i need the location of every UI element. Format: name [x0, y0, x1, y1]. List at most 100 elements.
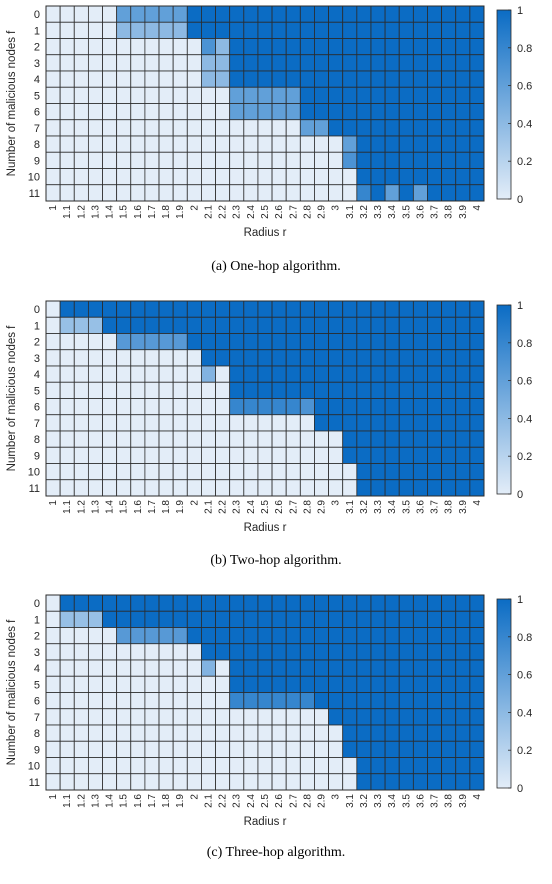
heatmap-cell	[412, 692, 428, 710]
heatmap-cell	[370, 659, 386, 677]
heatmap-cell	[45, 151, 61, 169]
heatmap-cell	[215, 446, 231, 464]
heatmap-cell	[398, 610, 414, 628]
heatmap-cell	[356, 70, 372, 88]
heatmap-cell	[116, 773, 132, 791]
x-tick-label: 2.2	[218, 205, 229, 219]
heatmap-cell	[45, 594, 61, 612]
heatmap-cell	[87, 675, 103, 693]
heatmap-cell	[328, 5, 344, 23]
heatmap-cell	[342, 692, 358, 710]
heatmap-cell	[455, 594, 471, 612]
x-tick-label: 4	[472, 500, 483, 506]
heatmap-cell	[243, 54, 259, 72]
heatmap-cell	[370, 86, 386, 104]
heatmap-cell	[229, 414, 245, 432]
heatmap-cell	[328, 594, 344, 612]
heatmap-cell	[271, 381, 287, 399]
heatmap-cell	[455, 381, 471, 399]
heatmap-cell	[172, 333, 188, 351]
heatmap-cell	[412, 54, 428, 72]
x-tick-label: 3.9	[458, 500, 469, 514]
heatmap-cell	[370, 446, 386, 464]
heatmap-cell	[229, 659, 245, 677]
heatmap-cell	[87, 365, 103, 383]
heatmap-cell	[73, 184, 89, 202]
colorbar-tick-label: 0.6	[517, 376, 532, 388]
heatmap-cell	[257, 398, 273, 416]
x-tick-label: 2.9	[317, 794, 328, 808]
heatmap-cell	[370, 757, 386, 775]
heatmap-cell	[116, 659, 132, 677]
colorbar-tick-label: 0	[517, 194, 523, 206]
heatmap-cell	[427, 300, 443, 318]
y-tick-label: 0	[34, 598, 40, 610]
heatmap-cell	[299, 430, 315, 448]
x-tick-label: 1.9	[175, 794, 186, 808]
heatmap-cell	[73, 692, 89, 710]
heatmap-cell	[342, 316, 358, 334]
heatmap-cell	[299, 21, 315, 39]
heatmap-cell	[144, 103, 160, 121]
heatmap-cell	[102, 479, 118, 497]
heatmap-cell	[342, 135, 358, 153]
heatmap-cell	[201, 610, 216, 628]
heatmap-cell	[87, 708, 103, 726]
heatmap-cell	[455, 300, 471, 318]
x-tick-label: 3.2	[359, 500, 370, 514]
heatmap-cell	[328, 414, 344, 432]
heatmap-cell	[73, 446, 89, 464]
heatmap-cell	[73, 757, 89, 775]
x-tick-label: 2.4	[246, 794, 257, 808]
heatmap-cell	[257, 724, 273, 742]
heatmap-cell	[186, 773, 202, 791]
heatmap-cell	[158, 773, 174, 791]
heatmap-cell	[243, 414, 259, 432]
heatmap-cell	[384, 479, 400, 497]
heatmap-cell	[158, 446, 174, 464]
x-tick-label: 1.1	[62, 794, 73, 808]
heatmap-cell	[356, 479, 372, 497]
heatmap-cell	[384, 708, 400, 726]
heatmap-cell	[215, 38, 231, 56]
x-tick-label: 2.6	[274, 794, 285, 808]
heatmap-cell	[172, 135, 188, 153]
heatmap-cell	[172, 757, 188, 775]
heatmap-cell	[87, 5, 103, 23]
heatmap-cell	[257, 300, 273, 318]
heatmap-cell	[427, 659, 443, 677]
heatmap-cell	[215, 414, 231, 432]
colorbar-tick-label: 0.6	[517, 670, 532, 682]
x-tick-label: 2.5	[260, 205, 271, 219]
colorbar-tick-label: 1	[517, 594, 523, 606]
heatmap-cell	[144, 184, 160, 202]
heatmap-cell	[229, 594, 245, 612]
heatmap-cell	[398, 414, 414, 432]
heatmap-cell	[186, 724, 202, 742]
heatmap-cell	[342, 365, 358, 383]
heatmap-cell	[102, 724, 118, 742]
heatmap-cell	[328, 773, 344, 791]
x-tick-label: 1.8	[161, 794, 172, 808]
heatmap-cell	[229, 5, 245, 23]
heatmap-cell	[102, 757, 118, 775]
heatmap-cell	[73, 316, 89, 334]
heatmap-cell	[342, 643, 358, 661]
heatmap-cell	[441, 463, 457, 481]
heatmap-cell	[158, 316, 174, 334]
heatmap-cell	[102, 446, 118, 464]
heatmap-cell	[215, 463, 231, 481]
heatmap-cell	[370, 21, 386, 39]
panel-caption: (a) One-hop algorithm.	[211, 259, 340, 274]
heatmap-cell	[271, 54, 287, 72]
heatmap-cell	[87, 119, 103, 137]
heatmap-cell	[73, 627, 89, 645]
heatmap-cell	[87, 627, 103, 645]
heatmap-cell	[102, 381, 118, 399]
heatmap-cell	[412, 627, 428, 645]
heatmap-cell	[87, 430, 103, 448]
heatmap-cell	[172, 184, 188, 202]
heatmap-cell	[384, 5, 400, 23]
x-tick-label: 1.4	[105, 205, 116, 219]
heatmap-cell	[271, 349, 287, 367]
